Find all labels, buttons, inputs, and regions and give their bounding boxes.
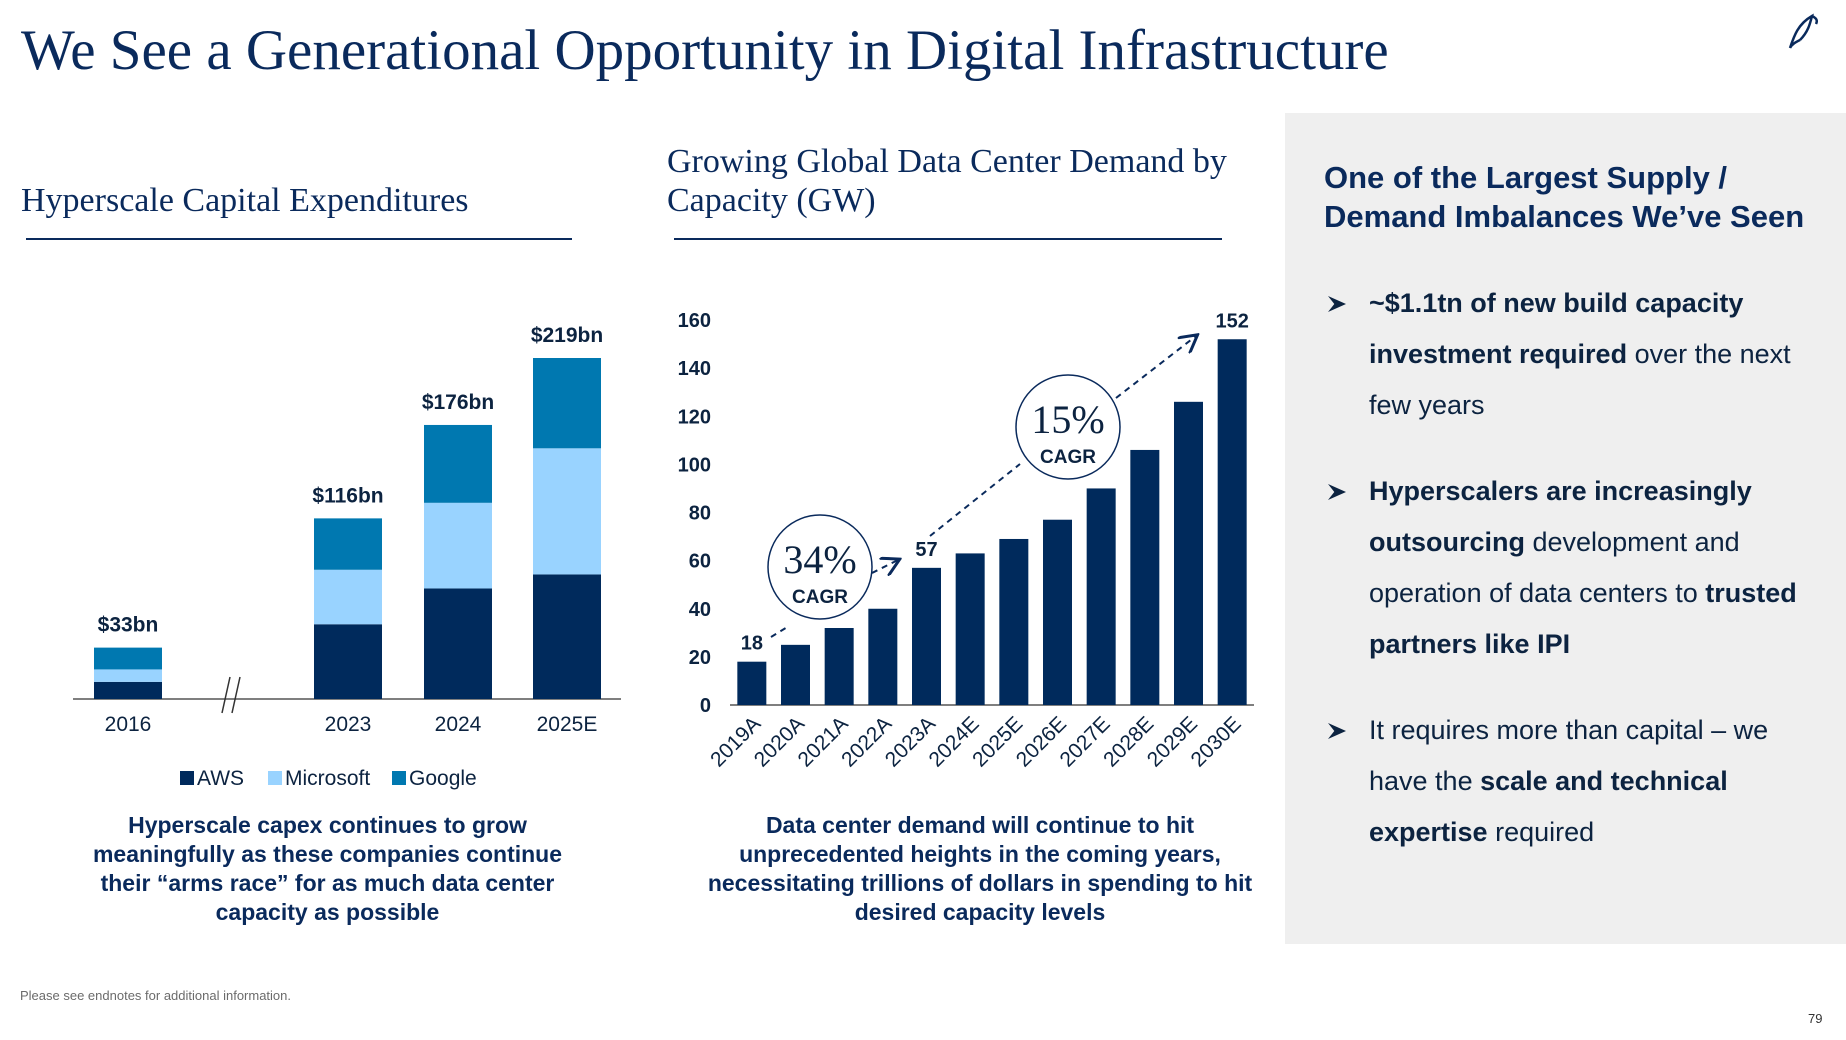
bar-segment (314, 624, 382, 699)
charts: $33bn 2016 $116bn 2023 $176bn 2024 $219bn 2025E… (73, 310, 1254, 790)
bar (955, 553, 985, 705)
legend-label: Microsoft (285, 767, 370, 790)
legend-label: AWS (197, 767, 244, 790)
logo (1788, 13, 1819, 49)
cagr-label: CAGR (1040, 447, 1096, 468)
page-number: 79 (1808, 1011, 1823, 1026)
bar-segment (314, 518, 382, 570)
bar (737, 661, 767, 705)
title-rule (674, 238, 1222, 240)
x-tick-label: 2030E (1186, 712, 1245, 771)
x-tick-label: 2023 (325, 713, 372, 736)
bar-segment (94, 669, 162, 682)
value-label: 57 (915, 539, 937, 561)
chart-title: Growing Global Data Center Demand by Cap… (667, 143, 1227, 219)
total-label: $116bn (312, 484, 383, 507)
bar (912, 567, 941, 705)
bullet-text: required (1487, 817, 1595, 847)
x-tick-label: 2025E (537, 713, 598, 736)
total-label: $219bn (531, 324, 603, 347)
bullet: Hyperscalers are increasingly outsourcin… (1324, 466, 1834, 670)
y-tick-label: 20 (689, 647, 711, 669)
bar-segment (533, 358, 601, 449)
bullet: It requires more than capital – we have … (1324, 705, 1834, 858)
total-label: $33bn (98, 614, 159, 637)
bullet-text: scale and technical expertise (1369, 766, 1736, 847)
y-tick-label: 60 (689, 551, 711, 573)
x-tick-label: 2016 (105, 713, 152, 736)
bar (999, 538, 1029, 705)
legend-swatch (268, 771, 282, 785)
bullet-text: Hyperscalers are increasingly outsourcin… (1369, 476, 1760, 557)
bar (1043, 519, 1072, 705)
y-tick-label: 80 (689, 503, 711, 525)
chart-caption: Hyperscale capex continues to grow meani… (92, 812, 563, 925)
cagr-label: CAGR (792, 587, 848, 608)
bar-segment (94, 681, 162, 699)
cagr-value: 15% (1031, 397, 1104, 442)
bullet: ~$1.1tn of new build capacity investment… (1324, 278, 1834, 431)
bar-segment (424, 588, 492, 699)
bullet-text: trusted partners like IPI (1369, 578, 1805, 659)
y-tick-label: 0 (700, 695, 711, 717)
value-label: 18 (741, 633, 763, 655)
side-panel: One of the Largest Supply / Demand Imbal… (1285, 113, 1846, 944)
cagr-circle (1015, 374, 1121, 480)
bullet-text: over the next few years (1369, 339, 1799, 420)
cagr-line (770, 625, 790, 638)
chart-title: Hyperscale Capital Expenditures (21, 182, 469, 219)
y-tick-label: 140 (678, 358, 711, 380)
bullet-text: development and operation of data center… (1369, 527, 1748, 608)
bar-segment (424, 502, 492, 589)
legend-swatch (180, 771, 194, 785)
bullet-text: ~$1.1tn of new build capacity investment… (1369, 288, 1751, 369)
legend-swatch (392, 771, 406, 785)
bar (1130, 449, 1160, 705)
bullet-arrow (1328, 296, 1346, 312)
bar (1174, 401, 1203, 705)
panel-heading: One of the Largest Supply / Demand Imbal… (1324, 160, 1805, 234)
bar-segment (533, 574, 601, 699)
cagr-value: 34% (783, 537, 856, 582)
y-tick-label: 100 (678, 454, 711, 476)
chart-caption: Data center demand will continue to hit … (707, 812, 1253, 925)
bar-segment (94, 647, 162, 670)
bar-segment (533, 448, 601, 575)
slide-title: We See a Generational Opportunity in Dig… (21, 19, 1389, 82)
bar (781, 644, 810, 705)
bar-segment (424, 424, 492, 503)
x-tick-label: 2024 (435, 713, 482, 736)
bullet-list: ~$1.1tn of new build capacity investment… (1324, 278, 1834, 893)
legend-label: Google (409, 767, 477, 790)
value-label: 152 (1215, 310, 1248, 332)
total-label: $176bn (422, 391, 494, 414)
bullet-arrow (1328, 484, 1346, 500)
cagr-line (1115, 336, 1196, 399)
footnote: Please see endnotes for additional infor… (20, 988, 292, 1003)
bullet-text: It requires more than capital – we have … (1369, 715, 1776, 796)
axis-break (221, 676, 241, 714)
bar (868, 608, 898, 705)
cagr-circle (767, 514, 873, 620)
y-tick-label: 160 (678, 310, 711, 332)
y-tick-label: 120 (678, 406, 711, 428)
bar-segment (314, 569, 382, 625)
y-tick-label: 40 (689, 599, 711, 621)
bar (1086, 488, 1116, 705)
title-rule (26, 238, 572, 240)
bullet-arrow (1328, 723, 1346, 739)
cagr-line (871, 560, 898, 573)
bar (1217, 339, 1247, 705)
bar (824, 628, 854, 705)
cagr-line (929, 463, 1021, 537)
